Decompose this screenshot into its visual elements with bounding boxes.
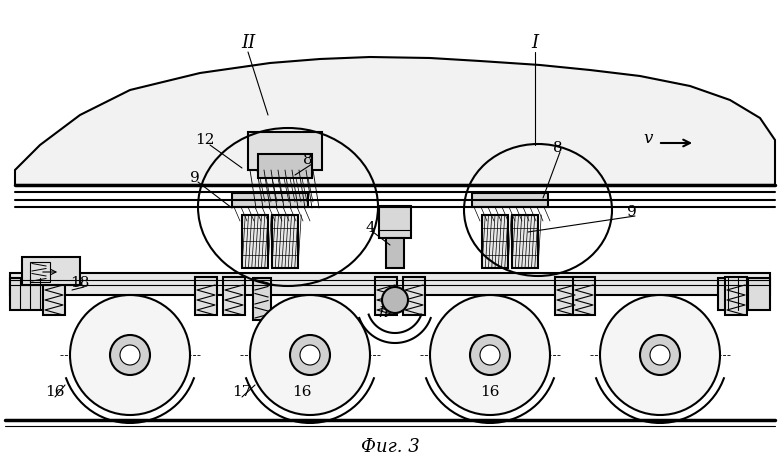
Circle shape: [650, 345, 670, 365]
Circle shape: [70, 295, 190, 415]
Bar: [223, 277, 245, 315]
Circle shape: [120, 345, 140, 365]
Circle shape: [110, 335, 150, 375]
Text: v: v: [644, 129, 653, 146]
Polygon shape: [15, 57, 775, 185]
Bar: [725, 277, 747, 315]
Bar: [555, 277, 577, 315]
Bar: [472, 193, 548, 207]
Circle shape: [600, 295, 720, 415]
Text: Фиг. 3: Фиг. 3: [360, 438, 420, 456]
Bar: [248, 132, 322, 170]
Text: 8: 8: [303, 153, 313, 167]
Text: 16: 16: [292, 385, 312, 399]
Text: II: II: [241, 34, 255, 52]
Bar: [258, 154, 312, 178]
Text: 8: 8: [553, 141, 563, 155]
Bar: [10, 273, 770, 295]
Text: h: h: [378, 306, 388, 320]
Circle shape: [300, 345, 320, 365]
Bar: [10, 278, 62, 310]
Circle shape: [470, 335, 510, 375]
Bar: [512, 215, 538, 268]
Bar: [375, 277, 397, 315]
Bar: [272, 215, 298, 268]
Bar: [253, 278, 271, 320]
Text: 17: 17: [232, 385, 252, 399]
Circle shape: [480, 345, 500, 365]
Text: 9: 9: [627, 205, 637, 219]
Bar: [403, 277, 425, 315]
Circle shape: [290, 335, 330, 375]
Bar: [573, 277, 595, 315]
Bar: [22, 257, 80, 285]
Bar: [195, 277, 217, 315]
Circle shape: [430, 295, 550, 415]
Text: 16: 16: [480, 385, 500, 399]
Bar: [242, 215, 268, 268]
Bar: [232, 193, 308, 207]
Bar: [718, 278, 770, 310]
Text: 12: 12: [195, 133, 215, 147]
Bar: [482, 215, 508, 268]
Circle shape: [250, 295, 370, 415]
Text: 18: 18: [70, 276, 90, 290]
Circle shape: [382, 287, 408, 313]
Bar: [30, 262, 50, 282]
Bar: [43, 277, 65, 315]
Text: 9: 9: [190, 171, 200, 185]
Circle shape: [640, 335, 680, 375]
Text: 16: 16: [45, 385, 65, 399]
Text: I: I: [531, 34, 538, 52]
Bar: [379, 206, 411, 238]
Bar: [386, 238, 404, 268]
Text: 4: 4: [365, 221, 375, 235]
